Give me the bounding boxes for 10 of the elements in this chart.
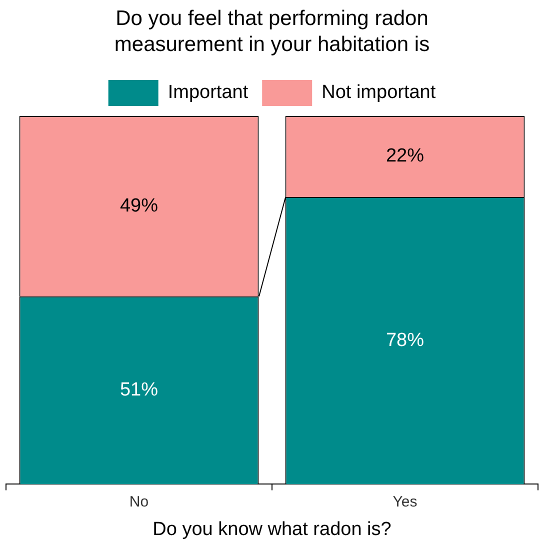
chart-title: Do you feel that performing radon measurement in your habitation is — [113, 6, 431, 58]
data-label: 51% — [120, 380, 158, 401]
x-tick-label: No — [129, 493, 149, 510]
data-label: 22% — [386, 146, 424, 167]
x-axis-title: Do you know what radon is? — [152, 518, 392, 540]
legend-label: Not important — [322, 82, 436, 104]
legend-label: Important — [168, 82, 249, 104]
data-label: 49% — [120, 195, 158, 216]
data-label: 78% — [386, 330, 424, 351]
x-tick-label: Yes — [392, 493, 418, 510]
